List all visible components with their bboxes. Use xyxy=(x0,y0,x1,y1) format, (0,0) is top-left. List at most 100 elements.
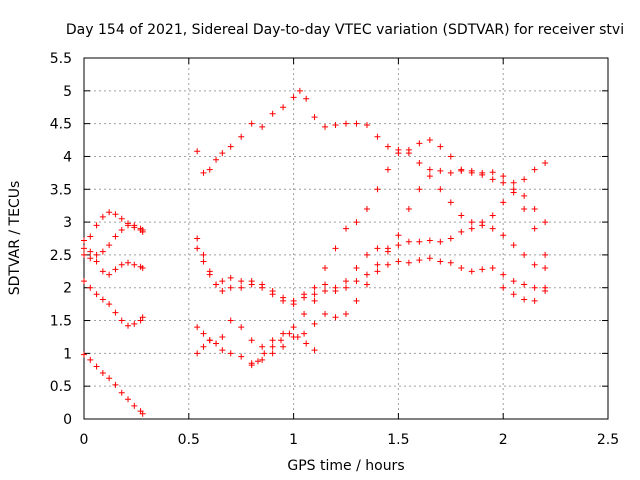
data-point xyxy=(374,186,381,193)
data-point xyxy=(269,343,276,350)
data-point xyxy=(363,271,370,278)
data-series xyxy=(248,330,318,369)
data-point xyxy=(227,274,234,281)
data-point xyxy=(194,148,201,155)
data-point xyxy=(447,259,454,266)
data-point xyxy=(87,233,94,240)
data-series xyxy=(81,209,146,244)
data-point xyxy=(269,288,276,295)
data-point xyxy=(510,179,517,186)
data-point xyxy=(269,350,276,357)
data-point xyxy=(489,176,496,183)
data-point xyxy=(219,150,226,157)
y-tick-label: 0.5 xyxy=(50,379,72,395)
data-point xyxy=(374,133,381,140)
data-point xyxy=(384,245,391,252)
data-point xyxy=(363,121,370,128)
data-point xyxy=(458,212,465,219)
data-point xyxy=(531,166,538,173)
data-point xyxy=(468,167,475,174)
data-point xyxy=(447,169,454,176)
data-point xyxy=(343,278,349,285)
data-point xyxy=(301,330,308,337)
data-point xyxy=(93,222,100,229)
y-tick-label: 1.5 xyxy=(50,314,72,330)
x-tick-label: 0.5 xyxy=(178,432,200,448)
data-point xyxy=(353,265,360,272)
data-point xyxy=(280,104,287,111)
data-point xyxy=(248,120,255,127)
data-point xyxy=(531,261,538,268)
data-point xyxy=(286,330,293,337)
data-point xyxy=(405,146,412,153)
data-point xyxy=(416,186,423,193)
data-point xyxy=(125,222,132,229)
data-point xyxy=(219,278,226,285)
data-point xyxy=(489,265,496,272)
data-point xyxy=(93,363,100,370)
data-point xyxy=(194,235,201,242)
data-point xyxy=(118,389,125,396)
data-point xyxy=(479,219,486,226)
data-point xyxy=(290,301,297,308)
x-tick-label: 2.5 xyxy=(597,432,619,448)
data-point xyxy=(238,133,245,140)
y-tick-label: 2.5 xyxy=(50,248,72,264)
data-point xyxy=(510,291,517,298)
data-point xyxy=(416,238,423,245)
data-point xyxy=(261,350,268,357)
data-point xyxy=(248,337,255,344)
data-point xyxy=(384,143,391,150)
x-tick-label: 1.5 xyxy=(387,432,409,448)
data-point xyxy=(99,370,106,377)
data-point xyxy=(99,248,106,255)
data-point xyxy=(227,317,234,324)
y-tick-label: 5.5 xyxy=(50,51,72,67)
data-point xyxy=(290,94,297,101)
data-point xyxy=(521,251,528,258)
data-point xyxy=(426,173,433,180)
data-point xyxy=(353,219,360,226)
data-point xyxy=(87,356,94,363)
data-point xyxy=(301,310,308,317)
data-point xyxy=(395,150,402,157)
data-point xyxy=(280,343,287,350)
y-tick-label: 0 xyxy=(63,412,72,428)
data-point xyxy=(131,320,138,327)
chart-title: Day 154 of 2021, Sidereal Day-to-day VTE… xyxy=(66,22,624,38)
data-point xyxy=(458,166,465,173)
data-point xyxy=(500,199,507,206)
data-point xyxy=(93,258,100,265)
y-tick-label: 3 xyxy=(63,215,72,231)
data-point xyxy=(447,235,454,242)
data-point xyxy=(531,205,538,212)
data-point xyxy=(99,268,106,275)
data-point xyxy=(125,259,132,266)
data-point xyxy=(87,255,94,262)
data-point xyxy=(374,245,381,252)
data-point xyxy=(93,251,100,258)
data-point xyxy=(542,160,549,167)
data-point xyxy=(521,192,528,199)
data-point xyxy=(542,265,549,272)
x-tick-label: 2 xyxy=(499,432,508,448)
data-point xyxy=(521,281,528,288)
data-point xyxy=(458,265,465,272)
data-point xyxy=(468,225,475,232)
data-point xyxy=(500,179,507,186)
data-point xyxy=(500,271,507,278)
data-point xyxy=(384,261,391,268)
data-point xyxy=(332,245,339,252)
data-point xyxy=(87,284,94,291)
x-tick-labels: 0 0.5 1 1.5 2 2.5 xyxy=(80,432,620,448)
data-point xyxy=(106,242,113,249)
data-point xyxy=(542,219,549,226)
data-point xyxy=(219,288,226,295)
data-point xyxy=(303,95,310,102)
data-point xyxy=(238,284,245,291)
data-point xyxy=(248,278,255,285)
data-point xyxy=(206,337,213,344)
data-point xyxy=(280,330,287,337)
data-point xyxy=(219,347,226,354)
data-point xyxy=(259,356,266,363)
